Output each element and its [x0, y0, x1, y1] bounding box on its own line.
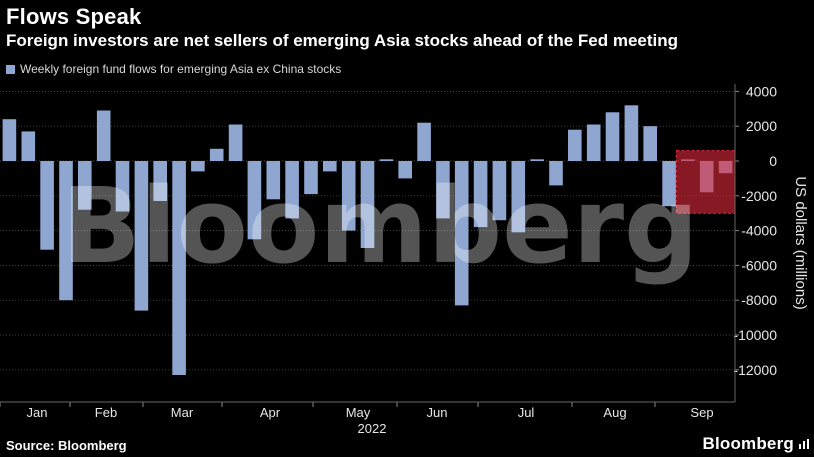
bar: [285, 161, 299, 219]
x-tick-label: Mar: [171, 405, 194, 420]
y-tick-label: -6000: [741, 257, 777, 273]
bar: [21, 131, 36, 161]
bar: [59, 161, 73, 301]
bar: [379, 159, 394, 161]
bar: [341, 161, 356, 231]
bar: [586, 124, 601, 161]
bar: [2, 119, 17, 161]
bar: [191, 161, 205, 172]
bar: [492, 161, 507, 221]
y-tick-label: 0: [769, 153, 777, 169]
bar: [436, 161, 450, 219]
bar: [96, 110, 111, 161]
bloomberg-watermark: Bloomberg: [62, 165, 699, 287]
bar: [247, 161, 262, 240]
legend-label: Weekly foreign fund flows for emerging A…: [20, 62, 342, 76]
bar: [454, 161, 469, 306]
x-axis-ticks: Jan Feb Mar Apr May Jun Jul Aug Sep: [0, 402, 714, 420]
bar: [605, 112, 620, 161]
bar: [549, 161, 563, 186]
y-tick-label: 2000: [746, 118, 777, 134]
bloomberg-logo: Bloomberg: [702, 434, 794, 453]
y-axis-ticks: 4000 2000 0 -2000 -4000 -6000 -8000 -10000 -1200…: [733, 83, 777, 377]
bar: [228, 124, 243, 161]
source-note: Source: Bloomberg: [6, 438, 127, 453]
bar: [511, 161, 526, 233]
x-tick-label: Jun: [427, 405, 448, 420]
bar: [266, 161, 281, 200]
x-tick-label: Jul: [518, 405, 535, 420]
bar: [568, 129, 582, 161]
bar: [398, 161, 412, 179]
x-tick-label: Sep: [690, 405, 713, 420]
x-tick-label: Apr: [260, 405, 281, 420]
bar: [153, 161, 167, 201]
bar: [662, 161, 676, 207]
y-tick-label: -8000: [741, 292, 777, 308]
x-tick-label: May: [346, 405, 371, 420]
bar: [304, 161, 318, 195]
bar: [323, 161, 337, 172]
x-tick-label: Aug: [603, 405, 626, 420]
x-tick-label: Feb: [95, 405, 117, 420]
bar: [40, 161, 54, 250]
bar: [209, 148, 224, 161]
highlight-region: [676, 150, 736, 214]
bar: [530, 159, 544, 161]
y-tick-label: -2000: [741, 188, 777, 204]
y-tick-label: -4000: [741, 223, 777, 239]
y-axis-label: US dollars (millions): [792, 176, 809, 309]
legend-swatch: [6, 64, 15, 74]
bar: [134, 161, 149, 311]
legend: Weekly foreign fund flows for emerging A…: [6, 62, 341, 76]
x-axis-year-label: 2022: [358, 421, 387, 436]
x-tick-label: Jan: [27, 405, 48, 420]
bar: [115, 161, 130, 212]
bar: [624, 105, 639, 161]
share-icon[interactable]: [798, 438, 810, 450]
bar: [473, 161, 488, 228]
bar: [172, 161, 186, 375]
chart-title: Flows Speak: [6, 4, 142, 29]
chart-subtitle: Foreign investors are net sellers of eme…: [6, 31, 679, 50]
bars: [2, 105, 733, 375]
y-tick-label: -12000: [733, 362, 777, 378]
bar: [78, 161, 92, 210]
y-tick-label: 4000: [746, 83, 777, 99]
bar: [417, 122, 431, 161]
bar: [643, 126, 657, 161]
y-tick-label: -10000: [733, 327, 777, 343]
highlight-box: [676, 150, 736, 214]
bar: [360, 161, 375, 248]
